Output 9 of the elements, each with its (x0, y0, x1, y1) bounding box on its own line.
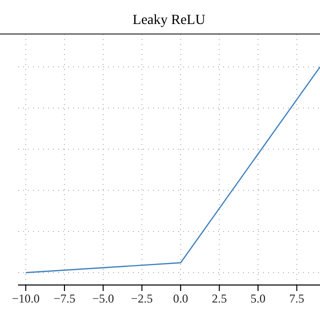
x-tick-label: 7.5 (289, 292, 304, 306)
x-tick-label: −10.0 (12, 292, 40, 306)
x-tick-label: 0.0 (173, 292, 188, 306)
x-tick-label: −7.5 (54, 292, 76, 306)
x-tick-label: −5.0 (92, 292, 114, 306)
x-tick-label: 5.0 (250, 292, 266, 306)
x-tick-label: −2.5 (131, 292, 153, 306)
chart-title: Leaky ReLU (132, 13, 206, 28)
x-tick-label: 2.5 (212, 292, 227, 306)
